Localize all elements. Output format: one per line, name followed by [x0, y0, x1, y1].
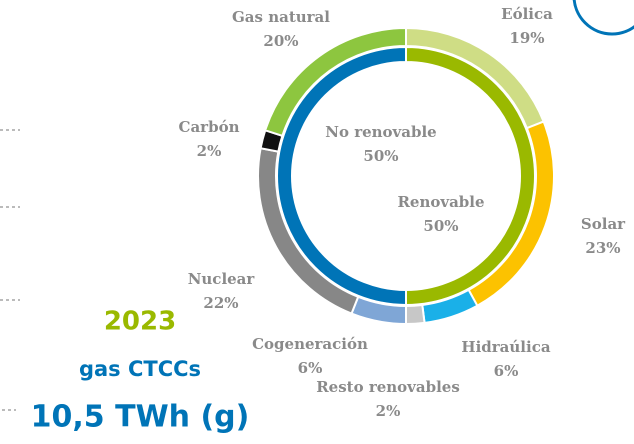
amount: 10,5 TWh (g) — [31, 400, 250, 435]
segment-label: Hidraúlica — [461, 338, 550, 356]
segment-value-label: 2% — [197, 142, 222, 160]
segment-value-label: 19% — [509, 29, 544, 47]
technology: gas CTCCs — [79, 357, 201, 381]
segment-value-label: 6% — [298, 359, 323, 377]
segment-label: Gas natural — [232, 8, 330, 26]
segment-label: Nuclear — [188, 270, 256, 288]
segment-label: Cogeneración — [252, 335, 368, 353]
segment-label: Eólica — [501, 5, 553, 23]
segment-value-label: 50% — [363, 147, 398, 165]
segment-value-label: 23% — [585, 239, 620, 257]
segment-value-label: 6% — [494, 362, 519, 380]
dashes — [0, 129, 20, 411]
donut-segment — [276, 45, 407, 307]
segment-label: Carbón — [179, 118, 240, 136]
segment-value-label: 2% — [376, 402, 401, 420]
segment-label: No renovable — [325, 123, 436, 141]
donut-segment — [405, 303, 426, 326]
corner-badge — [572, 0, 634, 36]
segment-label: Resto renovables — [316, 378, 460, 396]
segment-label: Solar — [581, 215, 626, 233]
segment-value-label: 22% — [203, 294, 238, 312]
segment-label: Renovable — [397, 193, 484, 211]
segment-value-label: 50% — [423, 217, 458, 235]
segment-value-label: 20% — [263, 32, 298, 50]
year: 2023 — [104, 307, 176, 337]
